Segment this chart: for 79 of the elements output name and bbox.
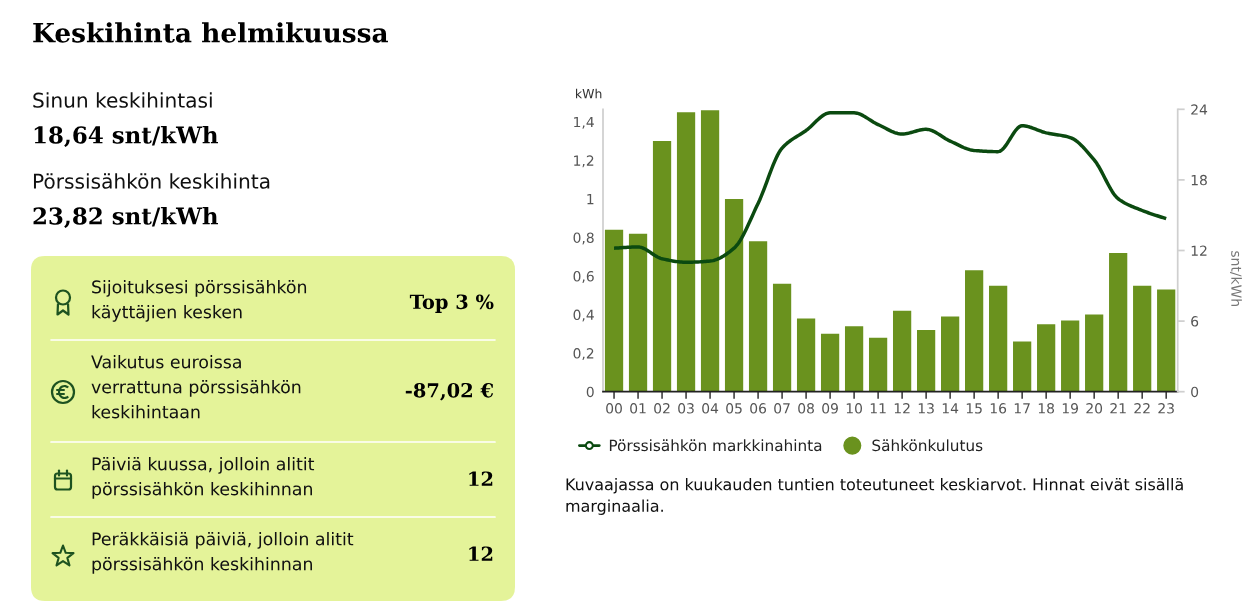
y-tick-label: 1,4 — [574, 116, 594, 129]
bar — [1085, 314, 1104, 392]
bar — [628, 233, 648, 392]
x-tick-label: 20 — [1086, 403, 1103, 414]
bar — [965, 270, 984, 392]
bar — [796, 318, 816, 392]
text: 18,64 snt/kWh — [34, 125, 219, 148]
bar — [1109, 252, 1128, 392]
text: Sijoituksesi pörssisähkön käyttäjien kesken — [92, 280, 307, 322]
bar — [1037, 324, 1056, 392]
x-tick-label: 16 — [990, 403, 1007, 414]
legend-label: Pörssisähkön markkinahinta — [609, 439, 822, 452]
x-tick-label: 02 — [654, 403, 670, 414]
y2-axis-title: snt/kWh — [1230, 251, 1242, 306]
y-tick-label: 1 — [587, 194, 594, 205]
x-tick-label: 07 — [774, 403, 790, 414]
y2-tick-label: 0 — [1191, 386, 1199, 398]
bar — [868, 337, 888, 392]
bar — [724, 198, 744, 392]
y-tick-label: 0,2 — [573, 348, 594, 361]
x-tick-label: 09 — [822, 403, 838, 414]
text: Päiviä kuussa, jolloin alitit pörssisähkön keskihinnan — [92, 457, 315, 499]
x-tick-label: 23 — [1158, 403, 1174, 414]
bar — [748, 241, 768, 392]
x-tick-label: 08 — [798, 403, 814, 414]
bar — [1157, 289, 1176, 392]
x-tick-label: 00 — [606, 403, 622, 414]
bar — [989, 285, 1008, 392]
y-tick-label: 1,2 — [574, 155, 594, 168]
bar — [676, 112, 696, 392]
y2-tick-label: 18 — [1191, 174, 1207, 186]
y-tick-label: 0,6 — [573, 271, 594, 283]
text: Vaikutus euroissa verrattuna pörssisähkön keskihintaan — [91, 355, 301, 419]
y2-tick-label: 24 — [1191, 104, 1208, 115]
text: Kuvaajassa on kuukauden tuntien toteutuneet keskiarvot. Hinnat eivät sisällä marginaalia. — [566, 478, 1183, 515]
x-tick-label: 05 — [726, 403, 742, 414]
bar — [1133, 285, 1152, 392]
x-tick-label: 17 — [1014, 403, 1030, 414]
y-axis-title: kWh — [576, 88, 602, 99]
y-tick-label: 0 — [586, 386, 594, 398]
x-tick-label: 18 — [1038, 403, 1055, 414]
bar — [941, 316, 960, 392]
y-tick-label: 0,4 — [573, 309, 594, 322]
y2-tick-label: 12 — [1191, 245, 1207, 256]
bar — [700, 110, 720, 392]
text: Sinun keskihintasi — [33, 92, 212, 108]
x-tick-label: 03 — [678, 403, 694, 414]
bar — [652, 141, 672, 392]
bar — [1013, 341, 1032, 392]
text: 12 — [469, 471, 493, 486]
x-tick-label: 06 — [750, 403, 767, 414]
x-tick-label: 12 — [894, 403, 910, 414]
y2-tick-label: 6 — [1191, 316, 1199, 327]
x-tick-label: 13 — [918, 403, 934, 414]
y-tick-label: 0,8 — [573, 232, 594, 245]
x-tick-label: 19 — [1062, 403, 1079, 414]
text: 12 — [469, 546, 493, 561]
x-tick-label: 22 — [1134, 403, 1150, 414]
bar — [917, 330, 936, 392]
text: -87,02 € — [405, 382, 494, 401]
x-tick-label: 04 — [702, 403, 719, 414]
text: 23,82 snt/kWh — [33, 206, 219, 229]
x-tick-label: 10 — [846, 403, 863, 414]
bar — [820, 333, 840, 392]
text: Top 3 % — [409, 294, 494, 313]
x-tick-label: 01 — [630, 403, 646, 414]
x-tick-label: 14 — [942, 403, 959, 414]
x-tick-label: 11 — [870, 403, 886, 414]
text: Keskihinta helmikuussa — [33, 22, 388, 43]
legend-label: Sähkönkulutus — [872, 439, 983, 452]
bar — [604, 229, 624, 392]
text: Peräkkäisiä päiviä, jolloin alitit pörssisähkön keskihinnan — [92, 532, 354, 574]
x-tick-label: 21 — [1110, 403, 1126, 414]
bar — [772, 283, 792, 392]
bar — [844, 326, 864, 392]
text: Pörssisähkön keskihinta — [33, 173, 270, 189]
bar — [1061, 320, 1080, 392]
bar — [892, 310, 912, 392]
x-tick-label: 15 — [966, 403, 982, 414]
